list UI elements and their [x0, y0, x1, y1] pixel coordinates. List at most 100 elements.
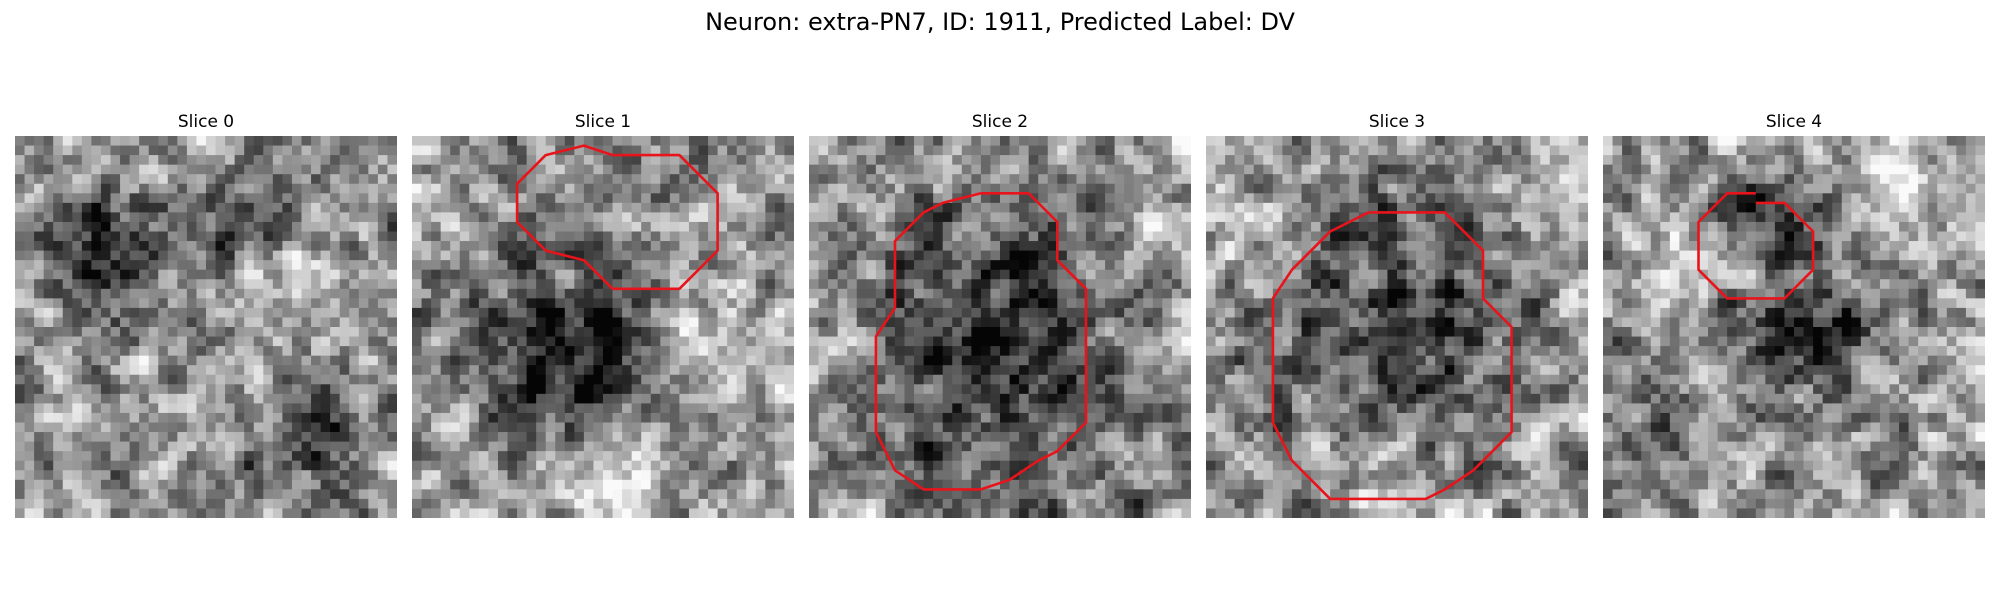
pixel — [942, 202, 953, 213]
pixel — [459, 212, 470, 223]
pixel — [478, 327, 489, 337]
pixel — [215, 307, 226, 318]
pixel — [148, 479, 159, 490]
pixel — [755, 231, 766, 242]
pixel — [708, 164, 718, 175]
pixel — [885, 422, 896, 433]
pixel — [1143, 269, 1154, 280]
pixel — [234, 183, 245, 194]
pixel — [641, 336, 652, 347]
pixel — [1019, 432, 1030, 442]
pixel — [100, 307, 111, 318]
pixel — [660, 288, 671, 299]
pixel — [1473, 145, 1484, 156]
pixel — [459, 155, 470, 166]
pixel — [1105, 155, 1115, 166]
pixel — [139, 260, 150, 271]
pixel — [234, 393, 245, 404]
pixel — [952, 212, 963, 223]
pixel — [488, 470, 499, 481]
pixel — [1124, 422, 1135, 433]
pixel — [120, 269, 130, 280]
pixel — [148, 432, 159, 442]
pixel — [263, 155, 274, 166]
pixel — [368, 479, 379, 490]
pixel — [885, 250, 896, 261]
pixel — [431, 164, 442, 175]
pixel — [497, 422, 508, 433]
pixel — [885, 164, 896, 175]
pixel — [1143, 241, 1154, 251]
pixel — [120, 317, 130, 328]
pixel — [856, 155, 867, 166]
pixel — [1463, 155, 1474, 166]
pixel — [34, 221, 45, 232]
pixel — [885, 155, 896, 166]
pixel — [526, 136, 537, 146]
pixel — [358, 460, 369, 471]
pixel — [650, 460, 661, 471]
pixel — [765, 327, 776, 337]
pixel — [358, 374, 369, 385]
pixel — [1124, 155, 1135, 166]
pixel — [622, 489, 633, 500]
pixel — [1076, 317, 1087, 328]
pixel — [717, 288, 728, 299]
pixel — [536, 221, 547, 232]
pixel — [765, 212, 776, 223]
pixel — [603, 508, 613, 518]
pixel — [459, 231, 470, 242]
pixel — [368, 279, 379, 290]
pixel — [110, 346, 121, 357]
pixel — [564, 279, 575, 290]
pixel — [387, 174, 397, 185]
pixel — [282, 479, 293, 490]
pixel — [291, 346, 302, 357]
pixel — [574, 250, 585, 261]
pixel — [421, 231, 432, 242]
pixel — [818, 393, 829, 404]
pixel — [497, 508, 508, 518]
pixel — [641, 221, 652, 232]
pixel — [1038, 193, 1049, 204]
pixel — [1028, 489, 1039, 500]
pixel — [1282, 145, 1293, 156]
pixel — [1066, 441, 1077, 452]
pixel — [942, 451, 953, 462]
pixel — [421, 403, 432, 414]
pixel — [526, 412, 537, 423]
pixel — [660, 346, 671, 357]
pixel — [459, 479, 470, 490]
pixel — [339, 336, 350, 347]
pixel — [53, 155, 64, 166]
pixel — [736, 164, 747, 175]
pixel — [62, 327, 73, 337]
pixel — [593, 212, 604, 223]
pixel — [923, 479, 934, 490]
slice-title: Slice 1 — [574, 112, 632, 132]
pixel — [206, 441, 216, 452]
pixel — [311, 346, 321, 357]
pixel — [669, 432, 680, 442]
pixel — [81, 164, 92, 175]
pixel — [478, 498, 489, 509]
pixel — [478, 384, 489, 395]
pixel — [139, 432, 150, 442]
pixel — [708, 403, 718, 414]
pixel — [1095, 365, 1106, 376]
pixel — [603, 241, 613, 251]
pixel — [234, 508, 245, 518]
pixel — [593, 317, 604, 328]
pixel — [641, 174, 652, 185]
pixel — [1225, 155, 1236, 166]
pixel — [837, 393, 848, 404]
pixel — [574, 479, 585, 490]
pixel — [1171, 393, 1182, 404]
pixel — [431, 451, 442, 462]
pixel — [536, 451, 547, 462]
pixel — [120, 202, 130, 213]
pixel — [517, 336, 527, 347]
pixel — [641, 241, 652, 251]
pixel — [215, 241, 226, 251]
pixel — [809, 479, 819, 490]
